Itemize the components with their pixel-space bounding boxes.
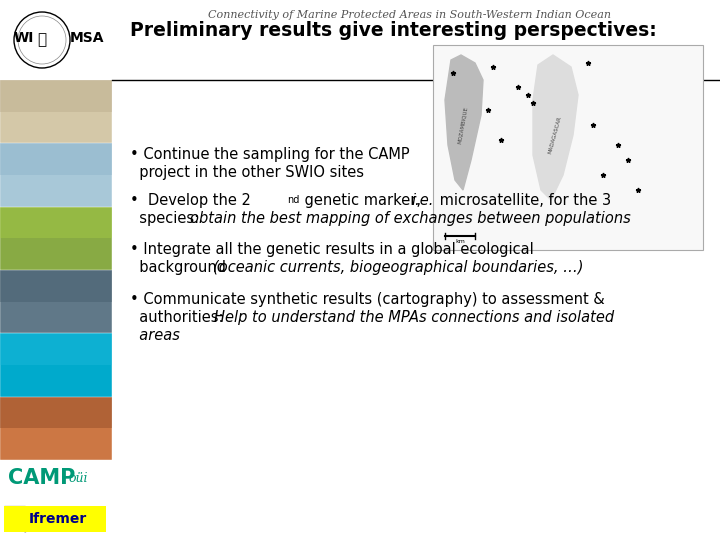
Text: CAMP: CAMP xyxy=(8,468,76,488)
Bar xyxy=(0,143,112,207)
Bar xyxy=(0,397,112,428)
Bar xyxy=(433,45,703,250)
Text: background: background xyxy=(130,260,230,275)
Bar xyxy=(0,207,112,270)
Text: • Integrate all the genetic results in a global ecological: • Integrate all the genetic results in a… xyxy=(130,242,534,257)
Bar xyxy=(0,207,112,238)
Bar xyxy=(4,506,106,532)
Bar xyxy=(0,80,112,112)
Text: Preliminary results give interesting perspectives:: Preliminary results give interesting per… xyxy=(130,21,657,39)
Polygon shape xyxy=(445,55,483,190)
Bar xyxy=(0,80,112,143)
Text: species:: species: xyxy=(130,211,204,226)
Text: (oceanic currents, biogeographical boundaries, …): (oceanic currents, biogeographical bound… xyxy=(213,260,583,275)
Text: areas: areas xyxy=(130,328,180,343)
Bar xyxy=(0,333,112,397)
Text: genetic marker,: genetic marker, xyxy=(300,193,426,208)
Text: • Continue the sampling for the CAMP: • Continue the sampling for the CAMP xyxy=(130,147,410,162)
Text: nd: nd xyxy=(287,195,300,205)
Bar xyxy=(0,270,112,302)
Text: Help to understand the MPAs connections and isolated: Help to understand the MPAs connections … xyxy=(214,310,614,325)
Bar xyxy=(0,397,112,460)
Text: obtain the best mapping of exchanges between populations: obtain the best mapping of exchanges bet… xyxy=(190,211,631,226)
Text: • Communicate synthetic results (cartography) to assessment &: • Communicate synthetic results (cartogr… xyxy=(130,292,605,307)
Text: WI: WI xyxy=(14,31,35,45)
Text: authorities:: authorities: xyxy=(130,310,228,325)
Text: project in the other SWIO sites: project in the other SWIO sites xyxy=(130,165,364,180)
Circle shape xyxy=(14,12,70,68)
Bar xyxy=(0,333,112,365)
Polygon shape xyxy=(533,55,578,200)
Text: i.e.: i.e. xyxy=(411,193,433,208)
Text: 🌐: 🌐 xyxy=(37,32,47,48)
Bar xyxy=(0,0,720,80)
Bar xyxy=(0,143,112,175)
Text: MOZAMBIQUE: MOZAMBIQUE xyxy=(457,106,469,144)
Text: •  Develop the 2: • Develop the 2 xyxy=(130,193,251,208)
Text: MADAGASCAR: MADAGASCAR xyxy=(547,116,562,154)
Bar xyxy=(0,270,112,333)
Text: microsatellite, for the 3: microsatellite, for the 3 xyxy=(435,193,611,208)
Text: Connectivity of Marine Protected Areas in South-Western Indian Ocean: Connectivity of Marine Protected Areas i… xyxy=(209,10,611,20)
Polygon shape xyxy=(4,506,25,532)
Text: km: km xyxy=(455,239,465,244)
Text: Ifremer: Ifremer xyxy=(29,512,87,526)
Text: oüi: oüi xyxy=(68,471,88,484)
Text: MSA: MSA xyxy=(70,31,104,45)
